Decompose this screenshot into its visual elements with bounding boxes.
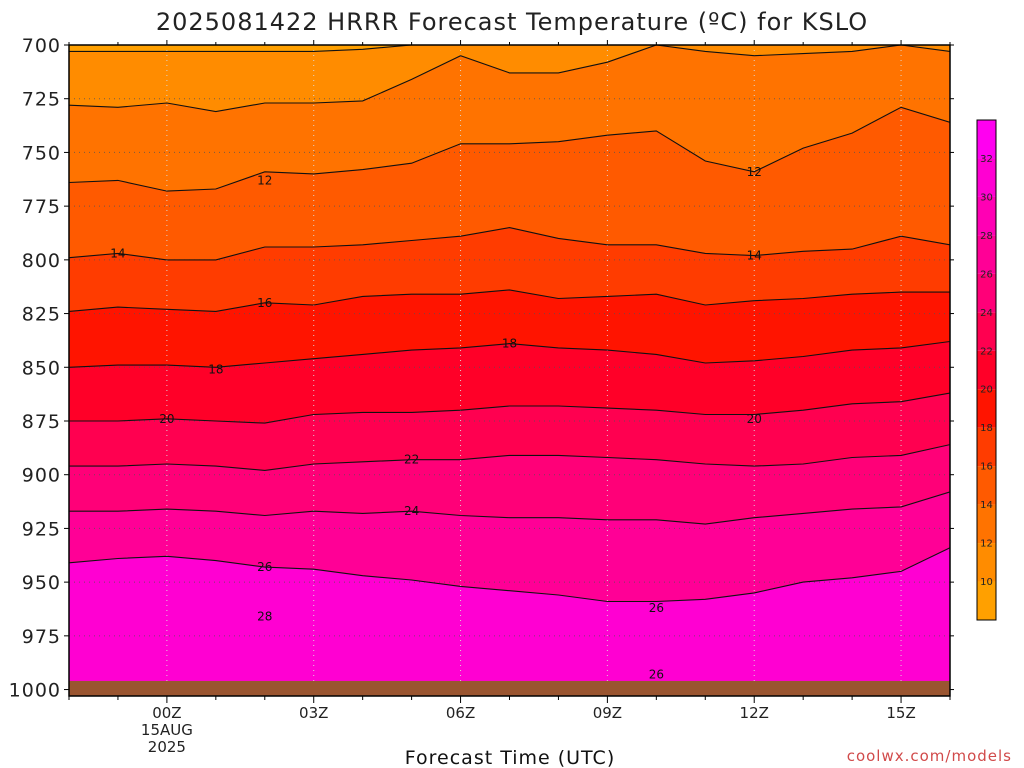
ground-surface [69, 680, 950, 696]
contour-label: 20 [159, 412, 174, 426]
x-axis: 15AUG 2025 00Z 03Z 06Z 09Z 12Z 15Z [68, 40, 951, 756]
y-axis: 700 725 750 775 800 825 850 875 900 925 950 975 1000 [9, 35, 954, 702]
contour-label: 26 [649, 668, 664, 682]
x-date-label-day: 15AUG [141, 721, 193, 739]
colorbar-label: 32 [980, 154, 993, 165]
x-tick-label: 15Z [886, 704, 915, 722]
contour-label: 14 [747, 249, 762, 263]
contour-label: 14 [110, 246, 125, 260]
x-axis-title: Forecast Time (UTC) [405, 747, 615, 768]
y-tick-label: 950 [22, 572, 61, 594]
colorbar-swatch [977, 350, 996, 390]
contour-label: 26 [257, 560, 272, 574]
colorbar-label: 26 [980, 269, 993, 280]
colorbar-label: 10 [980, 577, 993, 588]
y-tick-label: 825 [22, 304, 61, 326]
colorbar-swatch [977, 543, 996, 582]
isotherm-22 [69, 392, 950, 424]
colorbar-swatch [977, 196, 996, 236]
isotherm-24 [69, 444, 950, 471]
x-tick-label: 00Z [152, 704, 181, 722]
isotherm-16 [69, 227, 950, 261]
contour-label: 22 [404, 453, 419, 467]
colorbar-swatch [977, 235, 996, 274]
contour-label: 18 [502, 337, 517, 351]
y-tick-label: 750 [22, 142, 61, 164]
y-tick-label: 775 [22, 196, 61, 218]
colorbar-label: 18 [980, 423, 993, 434]
colorbar-swatch [977, 312, 996, 351]
colorbar-frame [976, 119, 997, 621]
isotherm-20 [69, 340, 950, 368]
colorbar-label: 30 [980, 192, 993, 203]
x-tick-label: 03Z [299, 704, 328, 722]
colorbar-swatch [977, 466, 996, 505]
y-tick-label: 800 [22, 250, 61, 272]
isotherm-18 [69, 289, 950, 312]
contour-label: 16 [257, 296, 272, 310]
x-date-label-year: 2025 [148, 738, 186, 756]
contour-label: 18 [208, 362, 223, 376]
colorbar-label: 14 [980, 500, 993, 511]
isotherm-12 [69, 45, 950, 113]
x-tick-label: 06Z [446, 704, 475, 722]
x-tick-label: 09Z [593, 704, 622, 722]
temp-band-10 [69, 45, 950, 52]
colorbar-label: 20 [980, 385, 993, 396]
y-tick-label: 925 [22, 518, 61, 540]
y-tick-label: 900 [22, 465, 61, 487]
colorbar-swatch [977, 120, 996, 159]
isotherm-28 [69, 547, 950, 603]
colorbar-label: 22 [980, 346, 993, 357]
colorbar-swatch [977, 427, 996, 467]
colorbar-label: 16 [980, 462, 993, 473]
isotherm-14 [69, 106, 950, 192]
contour-label: 12 [747, 165, 762, 179]
y-tick-label: 875 [22, 411, 61, 433]
colorbar-swatch [977, 581, 996, 620]
plot-area: 12 12 14 14 16 18 18 20 20 22 24 26 26 26 28 [68, 44, 951, 697]
y-tick-label: 700 [22, 35, 61, 57]
y-tick-label: 1000 [9, 680, 61, 702]
temp-band-12 [69, 45, 950, 112]
plot-fills: 12 12 14 14 16 18 18 20 20 22 24 26 26 26 28 [69, 45, 950, 696]
contour-label: 12 [257, 173, 272, 187]
colorbar-legend: 10 12 14 16 18 20 22 24 26 28 30 32 [976, 119, 997, 621]
isotherm-10 [69, 45, 950, 52]
chart-title: 2025081422 HRRR Forecast Temperature (ºC… [156, 8, 868, 36]
y-tick-label: 725 [22, 89, 61, 111]
colorbar-label: 12 [980, 539, 993, 550]
colorbar-label: 24 [980, 308, 993, 319]
x-tick-label: 12Z [740, 704, 769, 722]
credit-text: coolwx.com/models [847, 747, 1012, 765]
y-tick-label: 975 [22, 626, 61, 648]
colorbar-swatch [977, 389, 996, 428]
contour-label: 28 [257, 610, 272, 624]
colorbar-swatch [977, 504, 996, 544]
contour-label: 24 [404, 504, 419, 518]
contour-label: 20 [747, 412, 762, 426]
colorbar-label: 28 [980, 231, 993, 242]
isotherm-26 [69, 491, 950, 525]
colorbar-swatch [977, 158, 996, 197]
colorbar-swatch [977, 273, 996, 313]
contour-label: 26 [649, 601, 664, 615]
y-tick-label: 850 [22, 357, 61, 379]
